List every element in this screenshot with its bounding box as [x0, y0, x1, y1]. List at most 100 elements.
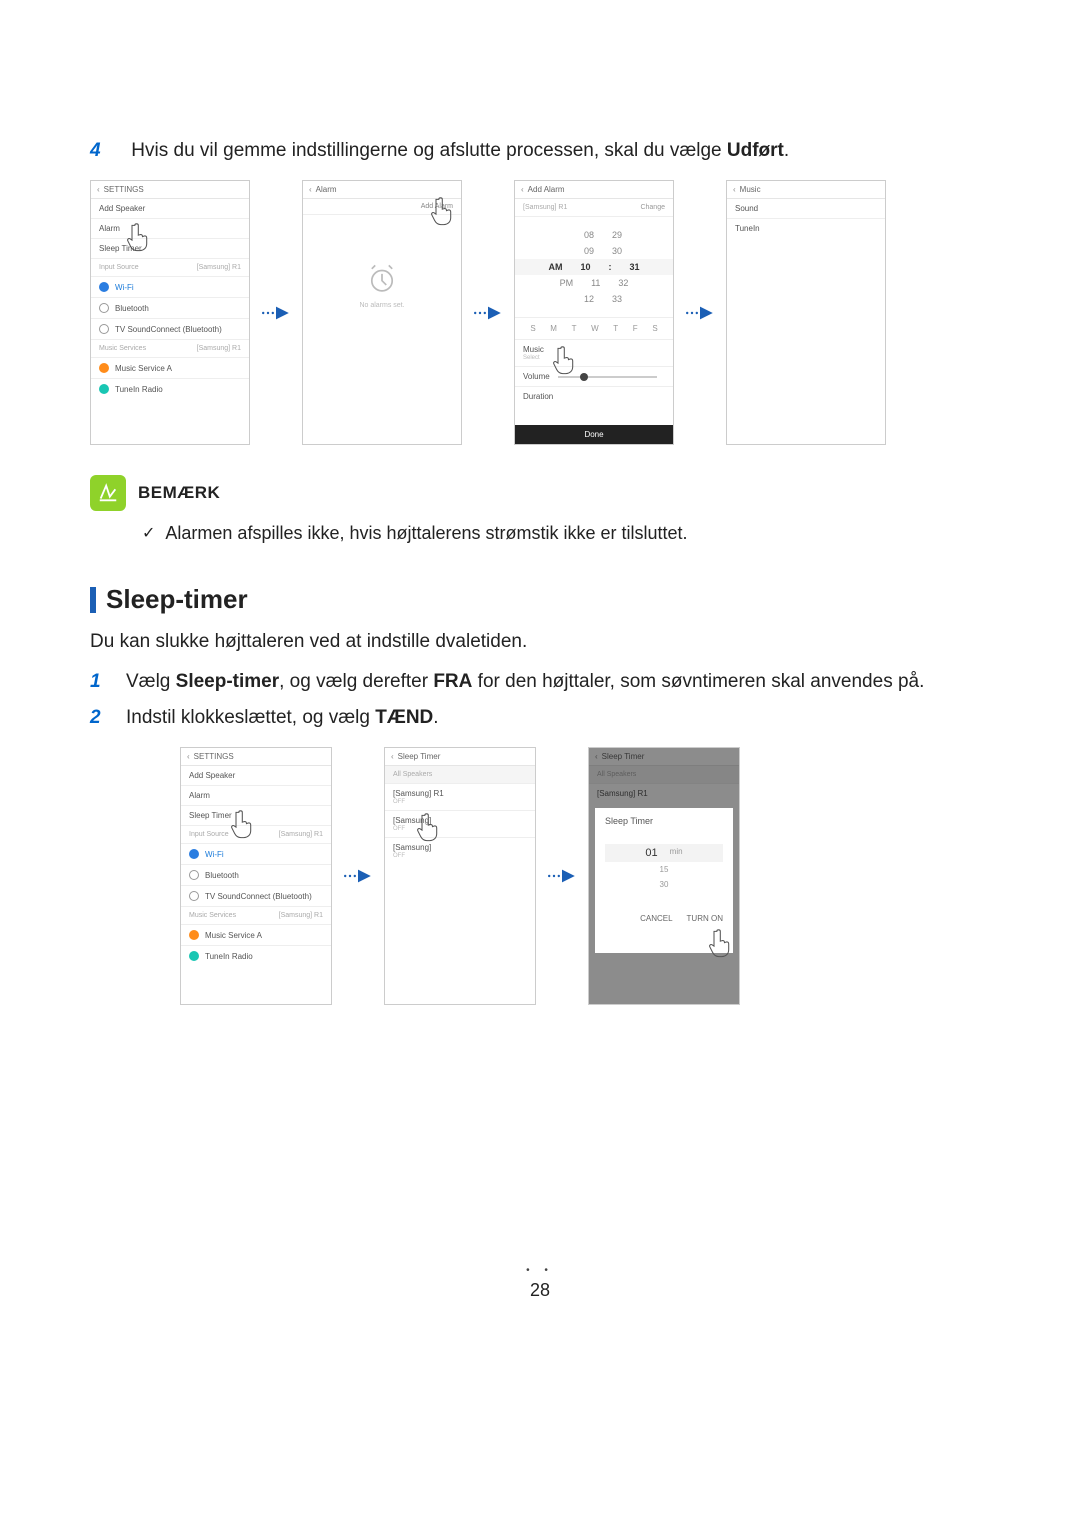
bt-dot-icon [189, 870, 199, 880]
screen-header: ‹ Add Alarm [515, 181, 673, 199]
row-speaker-1[interactable]: [Samsung] R1OFF [385, 784, 535, 811]
row-bluetooth[interactable]: Bluetooth [181, 865, 331, 886]
row-input-source[interactable]: Input Source [Samsung] R1 [91, 259, 249, 277]
back-icon[interactable]: ‹ [391, 752, 394, 761]
volume-slider[interactable] [558, 376, 657, 378]
service-a-icon [99, 363, 109, 373]
cancel-button[interactable]: CANCEL [640, 914, 672, 923]
screen-settings: ‹ SETTINGS Add Speaker Alarm Sleep Timer… [90, 180, 250, 445]
step-2: 2 Indstil klokkeslættet, og vælg TÆND. [90, 707, 990, 729]
arrow-icon [680, 300, 720, 326]
note-icon [90, 475, 126, 511]
row-tunein[interactable]: TuneIn Radio [181, 946, 331, 966]
row-music[interactable]: Music Select [515, 340, 673, 367]
step-1: 1 Vælg Sleep-timer, og vælg derefter FRA… [90, 671, 990, 693]
row-sleep-timer[interactable]: Sleep Timer [181, 806, 331, 826]
row-add-speaker[interactable]: Add Speaker [181, 766, 331, 786]
screens-row-1: ‹ SETTINGS Add Speaker Alarm Sleep Timer… [90, 180, 990, 445]
row-wifi[interactable]: Wi-Fi [91, 277, 249, 298]
row-music-services: Music Services [Samsung] R1 [91, 340, 249, 358]
arrow-icon [338, 863, 378, 889]
arrow-icon [542, 863, 582, 889]
note-box: BEMÆRK [90, 475, 990, 511]
screen-sleep-timer-modal: ‹Sleep Timer All Speakers [Samsung] R1 S… [588, 747, 740, 1005]
empty-alarm: No alarms set. [303, 215, 461, 355]
step-number: 4 [90, 140, 108, 162]
step-text: Hvis du vil gemme indstillingerne og afs… [131, 140, 789, 161]
page-dots-icon: • • [90, 1265, 990, 1276]
row-device: [Samsung] R1 Change [515, 199, 673, 217]
row-sleep-timer[interactable]: Sleep Timer [91, 239, 249, 259]
row-tunein[interactable]: TuneIn [727, 219, 885, 238]
step-4: 4 Hvis du vil gemme indstillingerne og a… [90, 140, 990, 162]
tunein-icon [189, 951, 199, 961]
row-add-speaker[interactable]: Add Speaker [91, 199, 249, 219]
screen-alarm: ‹ Alarm Add Alarm No alarms set. [302, 180, 462, 445]
back-icon[interactable]: ‹ [733, 185, 736, 194]
row-service-a[interactable]: Music Service A [91, 358, 249, 379]
screen-title: Add Alarm [528, 185, 565, 194]
arrow-icon [468, 300, 508, 326]
screen-settings-2: ‹SETTINGS Add Speaker Alarm Sleep Timer … [180, 747, 332, 1005]
row-tvsc[interactable]: TV SoundConnect (Bluetooth) [91, 319, 249, 340]
arrow-icon [256, 300, 296, 326]
row-alarm[interactable]: Alarm [91, 219, 249, 239]
page-number: • • 28 [90, 1265, 990, 1301]
screen-title: Alarm [316, 185, 337, 194]
step-number: 2 [90, 707, 108, 729]
section-intro: Du kan slukke højttaleren ved at indstil… [90, 631, 990, 653]
row-sound[interactable]: Sound [727, 199, 885, 219]
note-bullet: ✓ Alarmen afspilles ikke, hvis højttaler… [142, 523, 990, 544]
check-icon: ✓ [142, 523, 155, 543]
sleep-timer-dialog: Sleep Timer 01min 15 30 CANCEL TURN ON [595, 808, 733, 953]
back-icon[interactable]: ‹ [521, 185, 524, 194]
screen-sleep-timer: ‹Sleep Timer All Speakers [Samsung] R1OF… [384, 747, 536, 1005]
row-service-a[interactable]: Music Service A [181, 925, 331, 946]
note-title: BEMÆRK [138, 483, 220, 503]
row-speaker-3[interactable]: [Samsung]OFF [385, 838, 535, 864]
time-picker[interactable]: 0829 0930 AM10:31 PM1132 1233 [515, 217, 673, 317]
weekday-row[interactable]: SMTWTFS [515, 317, 673, 340]
section-heading: Sleep-timer [90, 584, 990, 615]
minutes-picker[interactable]: 01min 15 30 [605, 844, 723, 892]
tvsc-dot-icon [189, 891, 199, 901]
step-number: 1 [90, 671, 108, 693]
add-alarm-link[interactable]: Add Alarm [303, 199, 461, 215]
tvsc-dot-icon [99, 324, 109, 334]
row-tvsc[interactable]: TV SoundConnect (Bluetooth) [181, 886, 331, 907]
row-duration[interactable]: Duration [515, 387, 673, 406]
service-a-icon [189, 930, 199, 940]
row-tunein[interactable]: TuneIn Radio [91, 379, 249, 399]
row-alarm[interactable]: Alarm [181, 786, 331, 806]
tunein-icon [99, 384, 109, 394]
row-input-source[interactable]: Input Source[Samsung] R1 [181, 826, 331, 844]
step-text: Indstil klokkeslættet, og vælg TÆND. [126, 707, 990, 729]
wifi-dot-icon [189, 849, 199, 859]
row-bluetooth[interactable]: Bluetooth [91, 298, 249, 319]
row-wifi[interactable]: Wi-Fi [181, 844, 331, 865]
screen-title: SETTINGS [104, 185, 144, 194]
dialog-title: Sleep Timer [605, 816, 723, 826]
turn-on-button[interactable]: TURN ON [687, 914, 723, 923]
wifi-dot-icon [99, 282, 109, 292]
section-bar-icon [90, 587, 96, 613]
screen-add-alarm: ‹ Add Alarm [Samsung] R1 Change 0829 093… [514, 180, 674, 445]
tap-hand-icon [707, 927, 735, 961]
row-music-services: Music Services[Samsung] R1 [181, 907, 331, 925]
back-icon[interactable]: ‹ [309, 185, 312, 194]
change-button[interactable]: Change [640, 204, 665, 211]
tap-hand-icon [429, 195, 457, 229]
step-text: Vælg Sleep-timer, og vælg derefter FRA f… [126, 671, 990, 693]
back-icon[interactable]: ‹ [187, 752, 190, 761]
row-speaker-2[interactable]: [Samsung]OFF [385, 811, 535, 838]
row-volume[interactable]: Volume [515, 367, 673, 387]
screen-header: ‹ SETTINGS [91, 181, 249, 199]
screen-header: ‹ Music [727, 181, 885, 199]
row-all-speakers: All Speakers [385, 766, 535, 784]
screen-music: ‹ Music Sound TuneIn [726, 180, 886, 445]
back-icon[interactable]: ‹ [97, 185, 100, 194]
screen-title: Music [740, 185, 761, 194]
done-button[interactable]: Done [515, 425, 673, 444]
bt-dot-icon [99, 303, 109, 313]
section-title: Sleep-timer [106, 584, 248, 615]
